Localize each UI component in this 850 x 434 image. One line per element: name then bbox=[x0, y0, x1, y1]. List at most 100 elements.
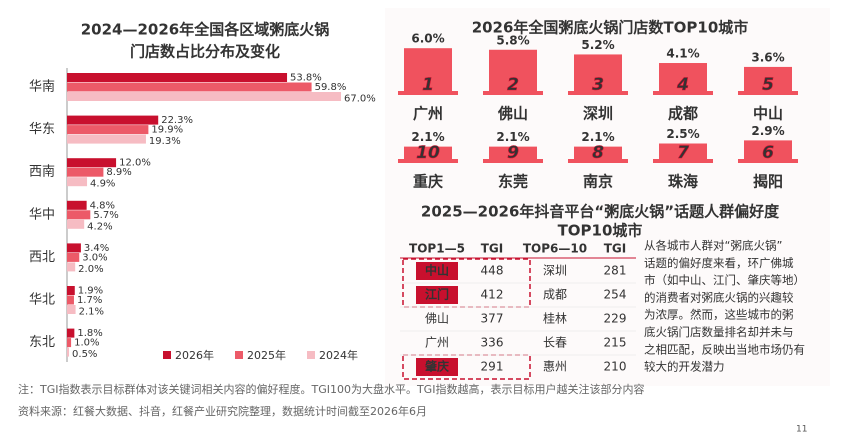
bar bbox=[574, 54, 622, 95]
value-label: 5.2% bbox=[581, 38, 614, 52]
value-label: 2.1% bbox=[411, 130, 444, 144]
value-label: 1.8% bbox=[77, 328, 102, 339]
bar-base bbox=[738, 91, 798, 95]
bar bbox=[489, 146, 537, 163]
bar bbox=[67, 252, 80, 262]
y-tick-label: 西北 bbox=[29, 250, 55, 265]
y-tick-label: 华南 bbox=[29, 79, 55, 95]
bar bbox=[404, 48, 452, 95]
rank: 6 bbox=[762, 143, 774, 163]
rank: 1 bbox=[422, 75, 434, 95]
rank: 2 bbox=[507, 75, 519, 95]
value-label: 53.8% bbox=[290, 73, 322, 84]
bar-base bbox=[653, 159, 713, 163]
value-label: 2.1% bbox=[581, 130, 614, 144]
commentary: 为浓厚。然而，这些城市的粥 bbox=[644, 308, 794, 322]
bar bbox=[744, 66, 792, 95]
rank: 4 bbox=[676, 75, 689, 95]
bar bbox=[67, 210, 91, 220]
chart-title: 2024—2026年全国各区域粥底火锅 bbox=[81, 21, 330, 39]
bar-base bbox=[568, 91, 628, 95]
bar bbox=[67, 305, 76, 314]
highlight-box bbox=[402, 354, 531, 380]
bar bbox=[659, 143, 707, 163]
value-label: 2.1% bbox=[79, 307, 104, 318]
bar bbox=[67, 262, 76, 272]
table-title: TOP10城市 bbox=[558, 222, 643, 240]
table-cell: 深圳 bbox=[543, 264, 567, 278]
highlight-cell bbox=[416, 358, 458, 376]
value-label: 5.7% bbox=[93, 210, 118, 221]
table-cell: 肇庆 bbox=[425, 359, 449, 374]
bar bbox=[67, 328, 75, 338]
y-tick-label: 华北 bbox=[29, 293, 55, 308]
bar-base bbox=[483, 159, 543, 163]
bar bbox=[67, 243, 81, 253]
value-label: 3.4% bbox=[84, 243, 109, 254]
city-label: 佛山 bbox=[497, 105, 528, 123]
bar bbox=[404, 146, 452, 163]
source: 资料来源：红餐大数据、抖音，红餐产业研究院整理，数据统计时间截至2026年6月 bbox=[18, 404, 427, 418]
legend-swatch bbox=[235, 351, 243, 359]
table-cell: 惠州 bbox=[543, 360, 567, 374]
bar bbox=[67, 347, 70, 357]
commentary: 的消费者对粥底火锅的兴趣较 bbox=[644, 290, 794, 304]
bar bbox=[67, 219, 85, 229]
bar bbox=[67, 200, 87, 210]
bar bbox=[67, 167, 104, 177]
value-label: 6.0% bbox=[411, 32, 444, 46]
bar-base bbox=[398, 91, 458, 95]
table-cell: 291 bbox=[481, 360, 504, 374]
bar bbox=[67, 82, 312, 92]
chart-title: 门店数占比分布及变化 bbox=[130, 43, 280, 61]
value-label: 4.8% bbox=[90, 200, 115, 211]
bar bbox=[67, 115, 159, 125]
commentary: 话题的偏好度来看，环广佛城 bbox=[644, 256, 794, 270]
chart-title: 2026年全国粥底火锅门店数TOP10城市 bbox=[472, 19, 749, 37]
table-header: TOP6—10 bbox=[523, 242, 587, 256]
rank: 8 bbox=[592, 143, 604, 163]
table-cell: 佛山 bbox=[425, 312, 449, 326]
city-label: 东莞 bbox=[498, 173, 528, 191]
rank: 3 bbox=[592, 75, 604, 95]
rank: 9 bbox=[507, 143, 519, 163]
table-cell: 412 bbox=[481, 288, 504, 302]
page-number: 11 bbox=[796, 425, 807, 434]
bar bbox=[67, 125, 149, 135]
city-label: 南京 bbox=[583, 173, 613, 191]
value-label: 1.7% bbox=[77, 295, 102, 306]
note: 注：TGI指数表示目标群体对该关键词相关内容的偏好程度。TGI100为大盘水平。… bbox=[18, 382, 644, 396]
table-cell: 215 bbox=[604, 336, 627, 350]
city-label: 揭阳 bbox=[753, 173, 783, 191]
commentary: 市（如中山、江门、肇庆等地） bbox=[644, 273, 805, 287]
value-label: 3.0% bbox=[82, 252, 107, 263]
table-cell: 210 bbox=[604, 360, 627, 374]
table-header: TGI bbox=[604, 242, 627, 256]
commentary: 较大的开发潜力 bbox=[644, 360, 725, 374]
table-cell: 254 bbox=[604, 288, 627, 302]
highlight-cell bbox=[416, 262, 458, 280]
city-label: 深圳 bbox=[583, 105, 613, 123]
table-cell: 长春 bbox=[543, 336, 567, 350]
value-label: 67.0% bbox=[344, 94, 376, 105]
legend-swatch bbox=[163, 351, 171, 359]
value-label: 2.1% bbox=[496, 130, 529, 144]
table-cell: 中山 bbox=[425, 263, 449, 278]
commentary: 之相匹配，反映出当地市场仍有 bbox=[644, 342, 805, 356]
bar bbox=[574, 146, 622, 163]
bar bbox=[67, 158, 117, 168]
table-cell: 448 bbox=[481, 264, 504, 278]
bar bbox=[489, 49, 537, 95]
value-label: 4.1% bbox=[666, 47, 699, 61]
city-label: 中山 bbox=[753, 105, 783, 123]
bar-base bbox=[398, 159, 458, 163]
city-label: 成都 bbox=[668, 105, 698, 123]
table-cell: 江门 bbox=[425, 287, 449, 302]
y-tick-label: 西南 bbox=[29, 164, 55, 180]
table-cell: 229 bbox=[604, 312, 627, 326]
value-label: 4.2% bbox=[87, 221, 112, 232]
value-label: 3.6% bbox=[751, 50, 784, 64]
bar bbox=[67, 286, 75, 295]
